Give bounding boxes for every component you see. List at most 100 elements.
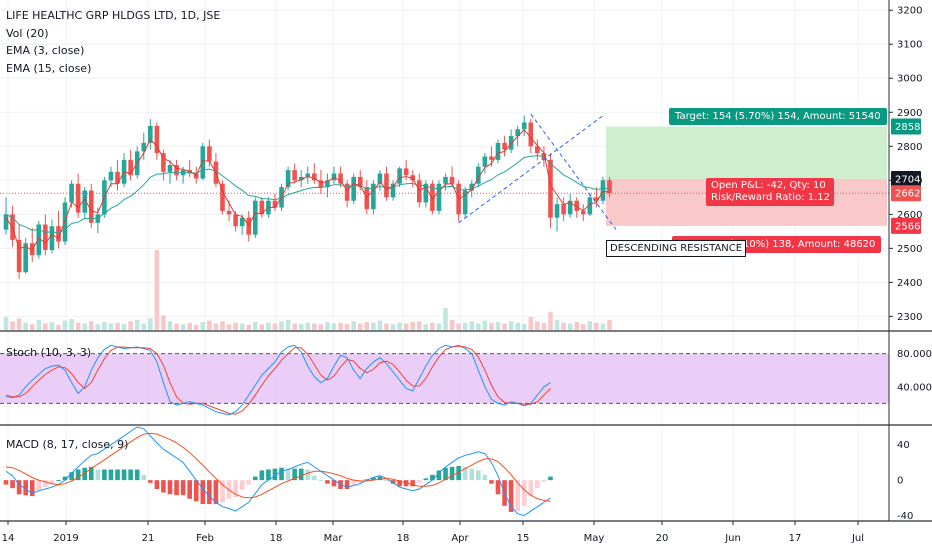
macd-hist-bar (233, 480, 238, 497)
candle-body (338, 173, 343, 184)
volume-bar (298, 324, 304, 330)
macd-hist-bar (75, 469, 81, 481)
candle-body (56, 226, 61, 242)
price-badge (891, 185, 921, 202)
candle-body (3, 214, 9, 230)
macd-hist-bar (266, 469, 271, 481)
candle (318, 170, 324, 194)
candle-body (416, 180, 422, 203)
price-tick-label: 3200 (897, 6, 922, 17)
macd-hist-bar (548, 476, 553, 481)
volume-bar (285, 319, 291, 330)
volume-bar (587, 321, 593, 330)
candle-body (207, 146, 212, 162)
candle-body (410, 175, 416, 181)
stoch-tick-label: 80.0000 (897, 349, 932, 360)
candle-body (220, 183, 225, 211)
macd-hist-bar (397, 480, 402, 487)
time-tick-label: 17 (789, 533, 802, 544)
macd-hist-bar (436, 470, 442, 481)
volume-bar (141, 323, 147, 330)
symbol-title[interactable]: LIFE HEALTHC GRP HLDGS LTD, 1D, JSE (6, 9, 221, 22)
pattern-line-down (530, 113, 617, 230)
macd-tick-label: 0 (897, 476, 903, 487)
volume-bar (351, 321, 356, 330)
target-zone (606, 126, 887, 179)
volume-bar (43, 323, 48, 330)
target-label[interactable]: Target: 154 (5.70%) 154, Amount: 51540 (669, 108, 887, 125)
candle (462, 187, 468, 218)
candle (312, 163, 317, 184)
candle (344, 180, 350, 208)
volume-bar (554, 319, 560, 330)
candle (482, 153, 488, 174)
macd-hist-bar (148, 480, 153, 483)
stoch-d-line (5, 345, 551, 415)
candle-body (528, 122, 534, 147)
candle (115, 159, 120, 191)
volume-bar (226, 324, 232, 330)
indicator-ema-slow[interactable]: EMA (15, close) (6, 61, 92, 75)
stoch-label[interactable]: Stoch (10, 3, 3) (6, 346, 92, 359)
indicator-volume[interactable]: Vol (20) (6, 26, 49, 40)
volume-bar (3, 316, 9, 330)
candle-body (75, 183, 81, 213)
volume-bar (489, 322, 494, 330)
candle-body (357, 176, 363, 188)
macd-hist-bar (36, 480, 42, 491)
ema-fast-line (5, 128, 610, 251)
volume-bar (344, 324, 350, 330)
volume-bar (561, 322, 566, 330)
price-tick-label: 2800 (897, 142, 922, 153)
volume-bar (390, 324, 396, 330)
pnl-box[interactable]: Open P&L: -42, Qty: 10 Risk/Reward Ratio… (706, 178, 834, 206)
candle (29, 227, 35, 262)
volume-bar (502, 323, 507, 330)
indicator-ema-fast[interactable]: EMA (3, close) (6, 44, 85, 57)
candle (521, 115, 527, 137)
candle-body (36, 224, 42, 256)
volume-bar (259, 324, 265, 330)
macd-hist-bar (476, 470, 481, 481)
candle-body (515, 129, 520, 137)
volume-bar (443, 308, 448, 330)
candle (298, 170, 304, 188)
candle (207, 139, 212, 167)
stoch-tick-label: 40.0000 (897, 382, 932, 393)
candle-body (574, 200, 580, 211)
volume-bar (154, 250, 160, 330)
candle-body (403, 168, 409, 176)
volume-bar (515, 322, 520, 330)
macd-hist-bar (95, 469, 101, 481)
candle (476, 163, 481, 188)
volume-bar (36, 319, 42, 330)
macd-hist-bar (272, 468, 278, 481)
macd-hist-bar (200, 480, 206, 505)
time-tick-label: 18 (397, 533, 410, 544)
volume-bar (187, 322, 192, 330)
candle (580, 204, 586, 222)
price-badge-label: 2662 (895, 189, 920, 200)
volume-bar (574, 322, 580, 330)
candle (430, 180, 435, 215)
macd-hist-bar (23, 480, 28, 496)
macd-hist-bar (443, 467, 448, 481)
macd-label[interactable]: MACD (8, 17, close, 9) (6, 438, 129, 451)
volume-bar (75, 322, 81, 330)
candle (443, 173, 448, 191)
price-tick-label: 2900 (897, 108, 922, 119)
candle-body (148, 125, 153, 143)
candle (535, 139, 540, 160)
candle-body (108, 171, 114, 181)
pattern-label[interactable]: DESCENDING RESISTANCE (606, 240, 747, 257)
macd-hist-bar (239, 480, 245, 490)
price-badge-label: 2566 (895, 221, 920, 232)
candle-body (88, 190, 94, 223)
candle (528, 119, 534, 154)
macd-hist-bar (3, 480, 9, 485)
volume-bar (318, 324, 324, 330)
candle (331, 166, 337, 184)
macd-hist-bar (423, 478, 429, 481)
candle-body (390, 183, 396, 198)
